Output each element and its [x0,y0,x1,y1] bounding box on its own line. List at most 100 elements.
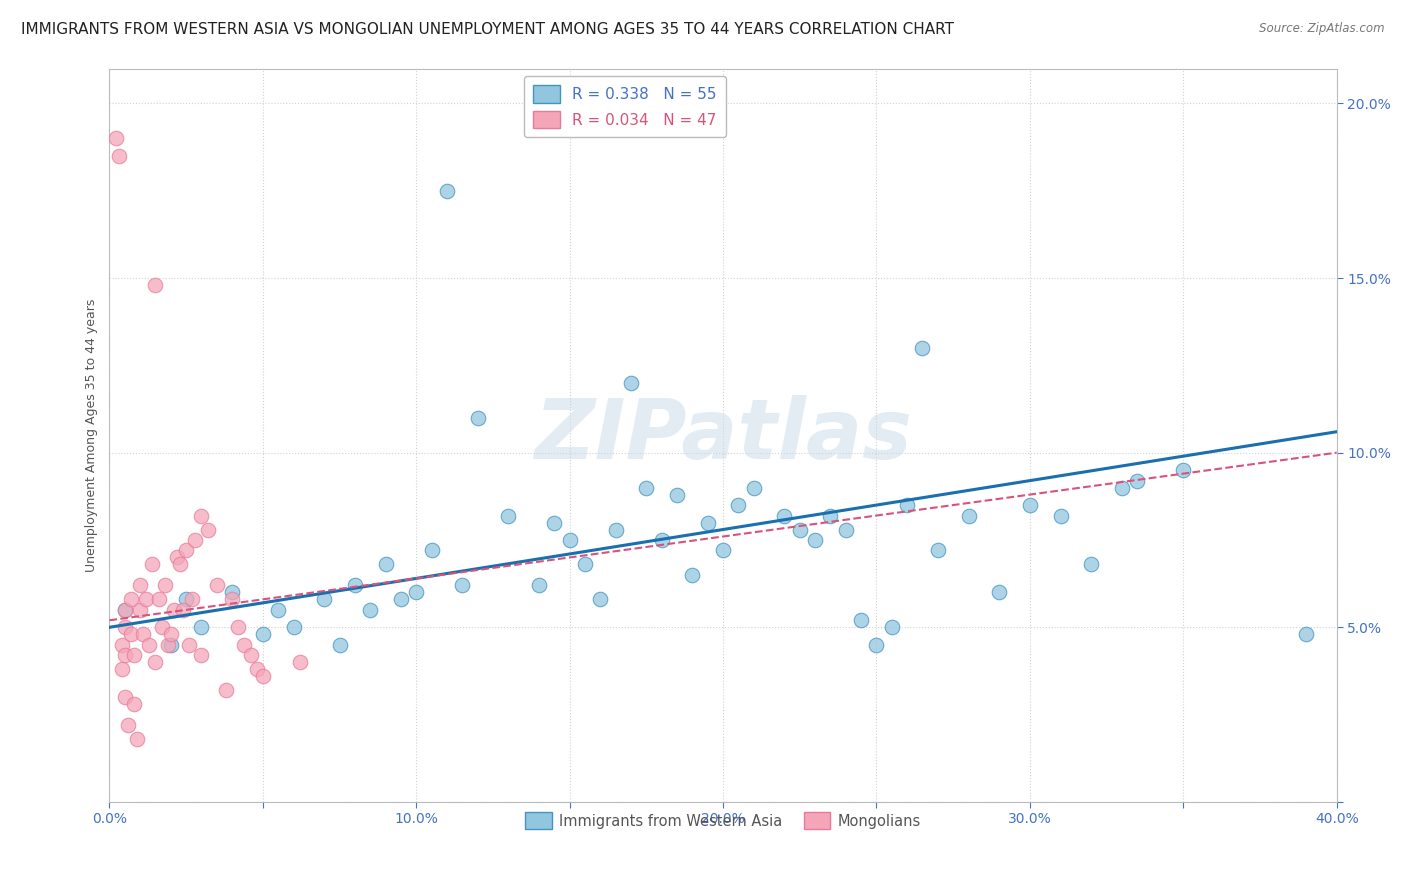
Point [172,603,194,617]
Point [405,585,427,599]
Point [129,603,152,617]
Y-axis label: Unemployment Among Ages 35 to 44 years: Unemployment Among Ages 35 to 44 years [86,299,98,572]
Point [233,638,256,652]
Point [451,578,474,592]
Point [835,523,858,537]
Point [129,578,152,592]
Point [620,376,643,390]
Point [498,508,520,523]
Point [605,523,627,537]
Point [527,578,550,592]
Point [122,648,145,663]
Point [122,697,145,711]
Point [117,718,139,732]
Point [125,732,148,747]
Point [120,592,142,607]
Point [374,558,396,572]
Point [681,568,703,582]
Point [156,638,179,652]
Point [252,627,274,641]
Point [166,550,188,565]
Point [114,648,136,663]
Text: ZIPatlas: ZIPatlas [534,395,912,475]
Point [880,620,903,634]
Point [911,341,934,355]
Point [104,131,127,145]
Point [246,662,269,676]
Point [1173,463,1195,477]
Text: Source: ZipAtlas.com: Source: ZipAtlas.com [1260,22,1385,36]
Point [789,523,811,537]
Point [145,655,167,669]
Point [252,669,274,683]
Point [651,533,673,547]
Point [711,543,734,558]
Point [239,648,262,663]
Point [343,578,366,592]
Point [190,508,212,523]
Point [314,592,336,607]
Point [153,578,176,592]
Point [359,603,381,617]
Point [849,613,872,627]
Point [135,592,157,607]
Point [163,603,186,617]
Point [197,523,219,537]
Point [957,508,980,523]
Point [328,638,350,652]
Point [288,655,311,669]
Point [1295,627,1317,641]
Point [159,638,181,652]
Point [820,508,842,523]
Point [150,620,173,634]
Point [221,592,243,607]
Point [120,627,142,641]
Point [138,638,160,652]
Point [159,627,181,641]
Point [184,533,207,547]
Point [267,603,290,617]
Point [543,516,565,530]
Point [174,543,197,558]
Point [1111,481,1133,495]
Point [114,690,136,705]
Point [114,603,136,617]
Point [773,508,796,523]
Point [181,592,204,607]
Point [436,184,458,198]
Point [574,558,596,572]
Point [804,533,827,547]
Point [179,638,201,652]
Point [467,410,489,425]
Point [141,558,163,572]
Point [696,516,718,530]
Point [589,592,612,607]
Point [420,543,443,558]
Point [1126,474,1149,488]
Point [742,481,765,495]
Point [1018,498,1040,512]
Point [865,638,887,652]
Point [111,638,134,652]
Point [169,558,191,572]
Point [1080,558,1102,572]
Point [145,278,167,293]
Point [727,498,749,512]
Point [111,662,134,676]
Point [666,487,689,501]
Point [215,683,238,698]
Legend: Immigrants from Western Asia, Mongolians: Immigrants from Western Asia, Mongolians [519,806,927,835]
Point [107,149,129,163]
Point [221,585,243,599]
Point [148,592,170,607]
Point [226,620,249,634]
Point [174,592,197,607]
Point [558,533,581,547]
Point [114,620,136,634]
Point [1049,508,1071,523]
Point [190,648,212,663]
Text: IMMIGRANTS FROM WESTERN ASIA VS MONGOLIAN UNEMPLOYMENT AMONG AGES 35 TO 44 YEARS: IMMIGRANTS FROM WESTERN ASIA VS MONGOLIA… [21,22,955,37]
Point [389,592,412,607]
Point [283,620,305,634]
Point [132,627,155,641]
